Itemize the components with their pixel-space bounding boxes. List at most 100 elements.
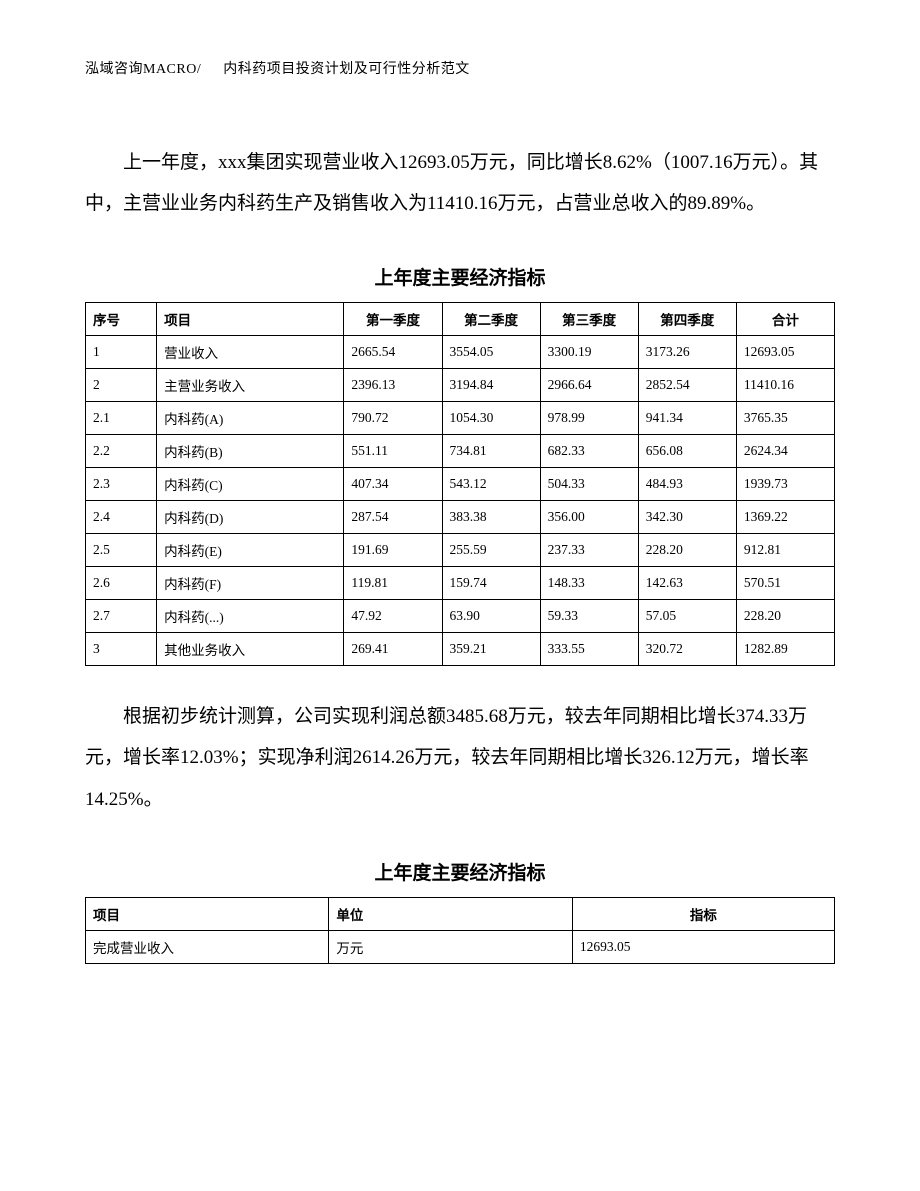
col-unit: 单位 (329, 898, 572, 931)
cell-seq: 1 (86, 335, 157, 368)
cell-q3: 978.99 (540, 401, 638, 434)
cell-q4: 57.05 (638, 599, 736, 632)
cell-seq: 2.7 (86, 599, 157, 632)
table2-title: 上年度主要经济指标 (85, 858, 835, 885)
cell-total: 12693.05 (736, 335, 834, 368)
table-row: 完成营业收入万元12693.05 (86, 931, 835, 964)
col-q2: 第二季度 (442, 302, 540, 335)
cell-total: 228.20 (736, 599, 834, 632)
table-row: 2.1内科药(A)790.721054.30978.99941.343765.3… (86, 401, 835, 434)
table-row: 2.4内科药(D)287.54383.38356.00342.301369.22 (86, 500, 835, 533)
cell-seq: 2.2 (86, 434, 157, 467)
table-row: 2.7内科药(...)47.9263.9059.3357.05228.20 (86, 599, 835, 632)
cell-q3: 237.33 (540, 533, 638, 566)
header-right: 内科药项目投资计划及可行性分析范文 (223, 62, 470, 77)
cell-seq: 2.1 (86, 401, 157, 434)
table1-header-row: 序号 项目 第一季度 第二季度 第三季度 第四季度 合计 (86, 302, 835, 335)
cell-seq: 2.3 (86, 467, 157, 500)
col-seq: 序号 (86, 302, 157, 335)
cell-seq: 2 (86, 368, 157, 401)
cell-seq: 2.6 (86, 566, 157, 599)
cell-item: 内科药(C) (157, 467, 344, 500)
cell-q2: 63.90 (442, 599, 540, 632)
cell-q3: 2966.64 (540, 368, 638, 401)
table-row: 2.5内科药(E)191.69255.59237.33228.20912.81 (86, 533, 835, 566)
cell-q3: 59.33 (540, 599, 638, 632)
cell-item: 主营业务收入 (157, 368, 344, 401)
cell-total: 11410.16 (736, 368, 834, 401)
cell-seq: 2.4 (86, 500, 157, 533)
cell-q2: 734.81 (442, 434, 540, 467)
cell-item: 内科药(A) (157, 401, 344, 434)
col-metric: 指标 (572, 898, 834, 931)
col-q1: 第一季度 (344, 302, 442, 335)
cell-q1: 287.54 (344, 500, 442, 533)
table-row: 2.3内科药(C)407.34543.12504.33484.931939.73 (86, 467, 835, 500)
cell-q4: 656.08 (638, 434, 736, 467)
cell-q2: 3194.84 (442, 368, 540, 401)
cell-q1: 407.34 (344, 467, 442, 500)
cell-q4: 941.34 (638, 401, 736, 434)
cell-item: 内科药(B) (157, 434, 344, 467)
table1-body: 1营业收入2665.543554.053300.193173.2612693.0… (86, 335, 835, 665)
col-q4: 第四季度 (638, 302, 736, 335)
cell-item: 内科药(D) (157, 500, 344, 533)
table-row: 3其他业务收入269.41359.21333.55320.721282.89 (86, 632, 835, 665)
cell-total: 2624.34 (736, 434, 834, 467)
table1-head: 序号 项目 第一季度 第二季度 第三季度 第四季度 合计 (86, 302, 835, 335)
cell-q3: 3300.19 (540, 335, 638, 368)
table2-header-row: 项目 单位 指标 (86, 898, 835, 931)
cell-q2: 383.38 (442, 500, 540, 533)
cell-q1: 47.92 (344, 599, 442, 632)
cell-total: 1282.89 (736, 632, 834, 665)
header-left: 泓域咨询MACRO/ (85, 62, 201, 77)
cell-q3: 356.00 (540, 500, 638, 533)
cell-seq: 3 (86, 632, 157, 665)
cell-q4: 228.20 (638, 533, 736, 566)
paragraph-2: 根据初步统计测算，公司实现利润总额3485.68万元，较去年同期相比增长374.… (85, 696, 835, 820)
cell-q1: 269.41 (344, 632, 442, 665)
cell-item: 内科药(...) (157, 599, 344, 632)
cell-q2: 255.59 (442, 533, 540, 566)
cell-q1: 191.69 (344, 533, 442, 566)
paragraph-1: 上一年度，xxx集团实现营业收入12693.05万元，同比增长8.62%（100… (85, 142, 835, 225)
cell-q1: 119.81 (344, 566, 442, 599)
cell-q2: 543.12 (442, 467, 540, 500)
table2-head: 项目 单位 指标 (86, 898, 835, 931)
cell-q1: 790.72 (344, 401, 442, 434)
cell-q4: 2852.54 (638, 368, 736, 401)
cell-item: 完成营业收入 (86, 931, 329, 964)
table-row: 2.2内科药(B)551.11734.81682.33656.082624.34 (86, 434, 835, 467)
cell-q3: 148.33 (540, 566, 638, 599)
cell-q3: 504.33 (540, 467, 638, 500)
page: 泓域咨询MACRO/内科药项目投资计划及可行性分析范文 上一年度，xxx集团实现… (0, 0, 920, 1191)
cell-q1: 2665.54 (344, 335, 442, 368)
cell-total: 1369.22 (736, 500, 834, 533)
cell-total: 1939.73 (736, 467, 834, 500)
table-row: 2主营业务收入2396.133194.842966.642852.5411410… (86, 368, 835, 401)
cell-q2: 3554.05 (442, 335, 540, 368)
cell-total: 3765.35 (736, 401, 834, 434)
cell-metric: 12693.05 (572, 931, 834, 964)
cell-q1: 2396.13 (344, 368, 442, 401)
table2-body: 完成营业收入万元12693.05 (86, 931, 835, 964)
col-item: 项目 (157, 302, 344, 335)
cell-q2: 159.74 (442, 566, 540, 599)
cell-total: 570.51 (736, 566, 834, 599)
cell-item: 营业收入 (157, 335, 344, 368)
table1-title: 上年度主要经济指标 (85, 263, 835, 290)
cell-q2: 1054.30 (442, 401, 540, 434)
cell-item: 其他业务收入 (157, 632, 344, 665)
cell-q4: 484.93 (638, 467, 736, 500)
cell-q4: 342.30 (638, 500, 736, 533)
cell-q4: 3173.26 (638, 335, 736, 368)
col-item: 项目 (86, 898, 329, 931)
table-row: 1营业收入2665.543554.053300.193173.2612693.0… (86, 335, 835, 368)
cell-q3: 682.33 (540, 434, 638, 467)
table-row: 2.6内科药(F)119.81159.74148.33142.63570.51 (86, 566, 835, 599)
cell-item: 内科药(E) (157, 533, 344, 566)
cell-q1: 551.11 (344, 434, 442, 467)
table2: 项目 单位 指标 完成营业收入万元12693.05 (85, 897, 835, 964)
running-header: 泓域咨询MACRO/内科药项目投资计划及可行性分析范文 (85, 58, 835, 78)
cell-seq: 2.5 (86, 533, 157, 566)
